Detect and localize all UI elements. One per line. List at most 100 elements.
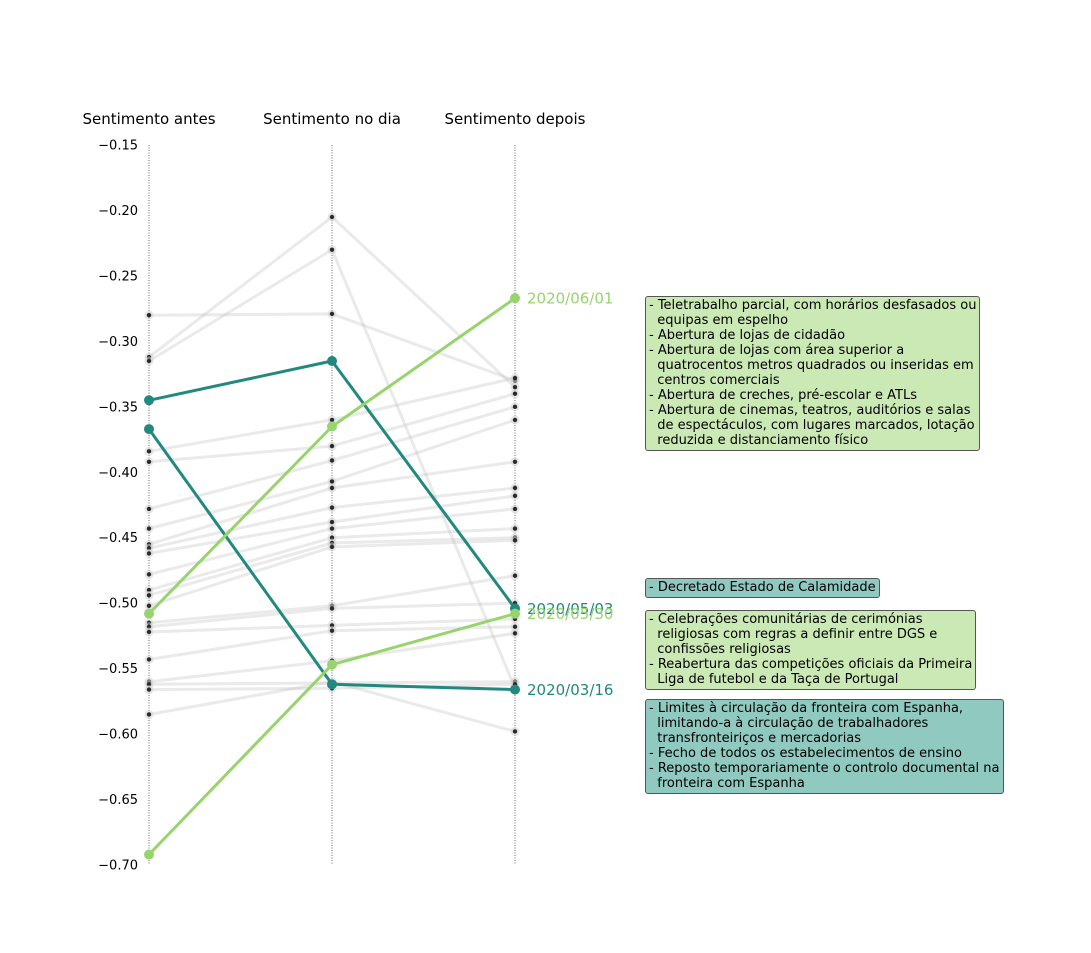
y-tick-label: −0.15 (98, 139, 138, 154)
highlight-point (510, 684, 520, 695)
y-tick-label: −0.35 (98, 400, 138, 415)
background-point (146, 593, 152, 598)
annotation-line: confissões religiosas (649, 642, 791, 657)
highlight-point (327, 421, 337, 432)
background-point (512, 384, 518, 390)
background-point (146, 687, 152, 692)
background-series-line (148, 418, 516, 531)
highlight-lines (144, 293, 520, 860)
date-label: 2020/03/16 (527, 681, 613, 699)
annotation-line: - Reposto temporariamente o controlo doc… (649, 761, 1000, 776)
background-point (329, 606, 335, 611)
annotation-line: centros comerciais (649, 373, 780, 388)
background-point (329, 505, 335, 510)
annotation-line: transfronteiriços e mercadorias (649, 731, 862, 746)
background-point (512, 538, 518, 543)
background-point (329, 479, 335, 484)
background-point (329, 628, 335, 633)
background-point (146, 657, 152, 662)
annotation-line: - Fecho de todos os estabelecimentos de … (649, 746, 962, 761)
annotation-box: - Teletrabalho parcial, com horários des… (645, 296, 981, 451)
y-tick-label: −0.50 (98, 597, 138, 612)
annotation-box: - Decretado Estado de Calamidade (645, 578, 880, 598)
annotation-line: - Reabertura das competições oficiais da… (649, 657, 973, 672)
y-tick-label: −0.45 (98, 531, 138, 546)
y-tick-label: −0.60 (98, 728, 138, 743)
highlight-point (144, 424, 154, 435)
background-point (329, 526, 335, 531)
date-label: 2020/05/03 (527, 600, 613, 618)
background-point (512, 485, 518, 491)
background-point (146, 572, 152, 577)
annotation-line: limitando-a à circulação de trabalhadore… (649, 716, 929, 731)
background-point (146, 449, 152, 454)
background-point (512, 631, 518, 636)
highlight-point (144, 849, 154, 860)
annotation-line: religiosas com regras a definir entre DG… (649, 627, 938, 642)
highlight-point (327, 659, 337, 670)
annotation-line: de espectáculos, com lugares marcados, l… (649, 418, 975, 433)
date-labels: 2020/05/03 2020/03/16 2020/06/01 2020/05/30 (527, 290, 613, 699)
background-point (512, 391, 518, 396)
background-point (146, 629, 152, 635)
annotation-line: - Abertura de lojas com área superior a (649, 343, 905, 358)
highlight-point (327, 679, 337, 690)
background-point (512, 506, 518, 512)
y-tick-label: −0.30 (98, 335, 138, 350)
background-point (512, 493, 518, 499)
background-point (329, 519, 335, 525)
background-point (146, 459, 152, 464)
column-header-0: Sentimento antes (82, 110, 215, 128)
background-point (146, 551, 152, 556)
highlight-point (510, 293, 520, 304)
date-label: 2020/06/01 (527, 290, 613, 308)
background-point (329, 417, 335, 423)
background-point (146, 603, 152, 608)
y-tick-label: −0.20 (98, 204, 138, 219)
background-point (329, 485, 335, 491)
annotation-box: - Limites à circulação da fronteira com … (645, 699, 1004, 794)
column-header-2: Sentimento depois (445, 110, 586, 128)
date-label: 2020/05/30 (527, 605, 613, 623)
y-axis: −0.15 −0.20 −0.25 −0.30 −0.35 −0.40 −0.45 −0.50… (98, 139, 138, 874)
annotation-line: - Celebrações comunitárias de cerimónias (649, 612, 923, 627)
background-point (329, 247, 335, 252)
y-tick-label: −0.25 (98, 269, 138, 284)
annotation-line: - Decretado Estado de Calamidade (649, 580, 876, 595)
annotation-line: - Abertura de creches, pré-escolar e ATL… (649, 388, 917, 403)
y-tick-label: −0.70 (98, 859, 138, 874)
highlight-point (144, 395, 154, 406)
annotation-line: equipas em espelho (649, 313, 789, 328)
background-point (512, 417, 518, 423)
column-header-1: Sentimento no dia (263, 110, 401, 128)
background-point (146, 526, 152, 531)
y-tick-label: −0.65 (98, 793, 138, 808)
annotation-line: - Abertura de cinemas, teatros, auditóri… (649, 403, 971, 418)
background-point (512, 375, 518, 381)
background-point (512, 729, 518, 734)
annotation-box: - Celebrações comunitárias de cerimónias… (645, 610, 977, 690)
annotation-line: - Abertura de lojas de cidadão (649, 328, 846, 343)
annotation-line: fronteira com Espanha (649, 776, 805, 791)
column-headers: Sentimento antes Sentimento no dia Sentime… (82, 110, 585, 128)
background-point (329, 544, 335, 550)
background-point (146, 312, 152, 318)
y-tick-label: −0.55 (98, 662, 138, 677)
highlight-point (144, 608, 154, 619)
background-point (512, 459, 518, 464)
background-point (512, 404, 518, 410)
annotation-line: - Limites à circulação da fronteira com … (649, 701, 964, 716)
annotation-line: - Teletrabalho parcial, com horários des… (649, 298, 977, 313)
background-point (146, 358, 152, 364)
background-point (329, 214, 335, 220)
background-lines (144, 212, 520, 736)
background-point (146, 712, 152, 717)
background-point (329, 458, 335, 463)
background-point (329, 443, 335, 449)
annotation-line: quatrocentos metros quadrados ou inserid… (649, 358, 974, 373)
background-point (146, 506, 152, 512)
background-point (512, 624, 518, 629)
highlight-point (327, 356, 337, 366)
background-point (329, 311, 335, 317)
